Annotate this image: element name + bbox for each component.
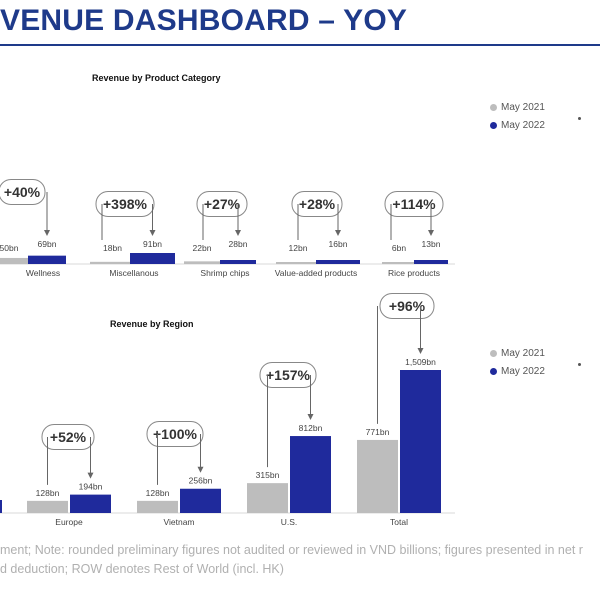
value-label-may-2022-shrimp-chips: 28bn	[229, 239, 248, 249]
growth-bubble-miscellanous-arrow-icon	[149, 230, 156, 236]
bar-may-2021-europe	[27, 500, 68, 513]
value-label-may-2022-miscellanous: 91bn	[143, 239, 162, 249]
growth-bubble-value-added-products-bubble	[291, 191, 343, 217]
value-label-may-2021-total: 771bn	[366, 427, 390, 437]
category-label-rice-products: Rice products	[388, 268, 440, 278]
growth-bubble-rice-products-arrow-icon	[428, 230, 434, 236]
legend-label-may-2022: May 2022	[501, 119, 545, 131]
value-label-may-2021-wellness: 50bn	[0, 243, 19, 253]
category-label-miscellanous: Miscellanous	[109, 268, 158, 278]
bar-may-2022-rice-products	[414, 260, 448, 264]
value-label-may-2022-total: 1,509bn	[405, 357, 436, 367]
growth-bubble-miscellanous-bubble	[95, 191, 155, 217]
value-label-may-2022-u-s: 812bn	[299, 423, 323, 433]
category-label-wellness: Wellness	[26, 268, 60, 278]
bar-may-2022-europe	[70, 494, 111, 513]
value-label-may-2021-rice-products: 6bn	[392, 243, 406, 253]
category-label-shrimp-chips: Shrimp chips	[200, 268, 249, 278]
growth-bubble-total-label: +96%	[389, 298, 426, 314]
growth-bubble-europe-label: +52%	[50, 429, 87, 445]
legend-entry-may-2022: May 2022	[490, 116, 545, 134]
page-title: VENUE DASHBOARD – YOY	[0, 4, 408, 37]
value-label-may-2021-u-s: 315bn	[256, 470, 280, 480]
bar-may-2021-shrimp-chips	[184, 261, 220, 264]
region-label-total: Total	[390, 517, 408, 527]
footnote-line-2: d deduction; ROW denotes Rest of World (…	[0, 562, 284, 576]
growth-bubble-vietnam-bubble	[146, 421, 204, 447]
value-label-may-2021-europe: 128bn	[36, 488, 60, 498]
legend-entry-may-2021: May 2021	[490, 344, 545, 362]
legend-swatch-may-2022	[490, 367, 497, 375]
growth-bubble-u-s-label: +157%	[266, 367, 311, 383]
category-chart-title: Revenue by Product Category	[92, 73, 221, 83]
value-label-may-2021-value-added-products: 12bn	[289, 243, 308, 253]
growth-bubble-rice-products-label: +114%	[392, 196, 436, 212]
growth-bubble-rice-products-bubble	[384, 191, 444, 217]
legend-entry-may-2022: May 2022	[490, 362, 545, 380]
bar-may-2022-total	[400, 370, 441, 513]
growth-bubble-wellness-arrow-icon	[44, 230, 50, 236]
legend-label-may-2021: May 2021	[501, 347, 545, 359]
bar-may-2022-value-added-products	[316, 260, 360, 264]
value-label-may-2022-wellness: 69bn	[38, 239, 57, 249]
bar-may-2021-vietnam	[137, 500, 178, 513]
bar-may-2021-value-added-products	[276, 262, 320, 264]
legend-swatch-may-2022	[490, 121, 497, 129]
growth-bubble-europe-arrow-icon	[87, 472, 94, 479]
growth-bubble-europe-bubble	[41, 424, 95, 450]
category-label-value-added-products: Value-added products	[275, 268, 358, 278]
region-label-u-s: U.S.	[281, 517, 298, 527]
growth-bubble-total-arrow-icon	[417, 348, 424, 354]
bullet-dot-icon	[578, 117, 581, 120]
bar-may-2022-miscellanous	[130, 253, 175, 264]
region-label-vietnam: Vietnam	[163, 517, 194, 527]
legend-entry-may-2021: May 2021	[490, 98, 545, 116]
growth-bubble-vietnam-arrow-icon	[197, 466, 204, 473]
growth-bubble-value-added-products-label: +28%	[299, 196, 336, 212]
legend-label-may-2021: May 2021	[501, 101, 545, 113]
growth-bubble-shrimp-chips-bubble	[196, 191, 248, 217]
growth-bubble-u-s-bubble	[259, 362, 317, 388]
legend-label-may-2022: May 2022	[501, 365, 545, 377]
bar-may-2021-wellness	[0, 257, 28, 264]
value-label-may-2022-vietnam: 256bn	[189, 476, 213, 486]
region-legend: May 2021 May 2022	[490, 344, 545, 380]
bar-may-2021-u-s	[247, 483, 288, 513]
growth-bubble-wellness-bubble	[0, 179, 46, 205]
value-label-may-2021-shrimp-chips: 22bn	[193, 243, 212, 253]
legend-swatch-may-2021	[490, 103, 497, 111]
growth-bubble-vietnam-label: +100%	[153, 426, 198, 442]
value-label-may-2021-miscellanous: 18bn	[103, 243, 122, 253]
bullet-dot-icon	[578, 363, 581, 366]
legend-swatch-may-2021	[490, 349, 497, 357]
bar-may-2021-total	[357, 439, 398, 513]
growth-bubble-wellness-label: +40%	[4, 184, 41, 200]
growth-bubble-u-s-arrow-icon	[307, 414, 314, 421]
value-label-may-2021-vietnam: 128bn	[146, 488, 170, 498]
value-label-may-2022-value-added-products: 16bn	[329, 239, 348, 249]
footnote-line-1: ment; Note: rounded preliminary figures …	[0, 543, 583, 557]
bar-may-2022-u-s	[290, 436, 331, 513]
growth-bubble-value-added-products-arrow-icon	[335, 230, 341, 236]
region-label-europe: Europe	[55, 517, 83, 527]
category-legend: May 2021 May 2022	[490, 98, 545, 134]
growth-bubble-shrimp-chips-arrow-icon	[235, 230, 241, 236]
region-chart-title: Revenue by Region	[110, 319, 194, 329]
value-label-may-2022-europe: 194bn	[79, 482, 103, 492]
bar-may-2022-wellness	[28, 255, 66, 264]
growth-bubble-miscellanous-label: +398%	[103, 196, 148, 212]
bar-may-2021-miscellanous	[90, 261, 135, 264]
value-label-may-2022-rice-products: 13bn	[422, 239, 441, 249]
bar-may-2022-vietnam	[180, 488, 221, 513]
bar-may-2022-group	[0, 500, 2, 513]
bar-may-2021-rice-products	[382, 262, 416, 264]
growth-bubble-shrimp-chips-label: +27%	[204, 196, 241, 212]
title-divider	[0, 44, 600, 46]
bar-may-2022-shrimp-chips	[220, 260, 256, 264]
